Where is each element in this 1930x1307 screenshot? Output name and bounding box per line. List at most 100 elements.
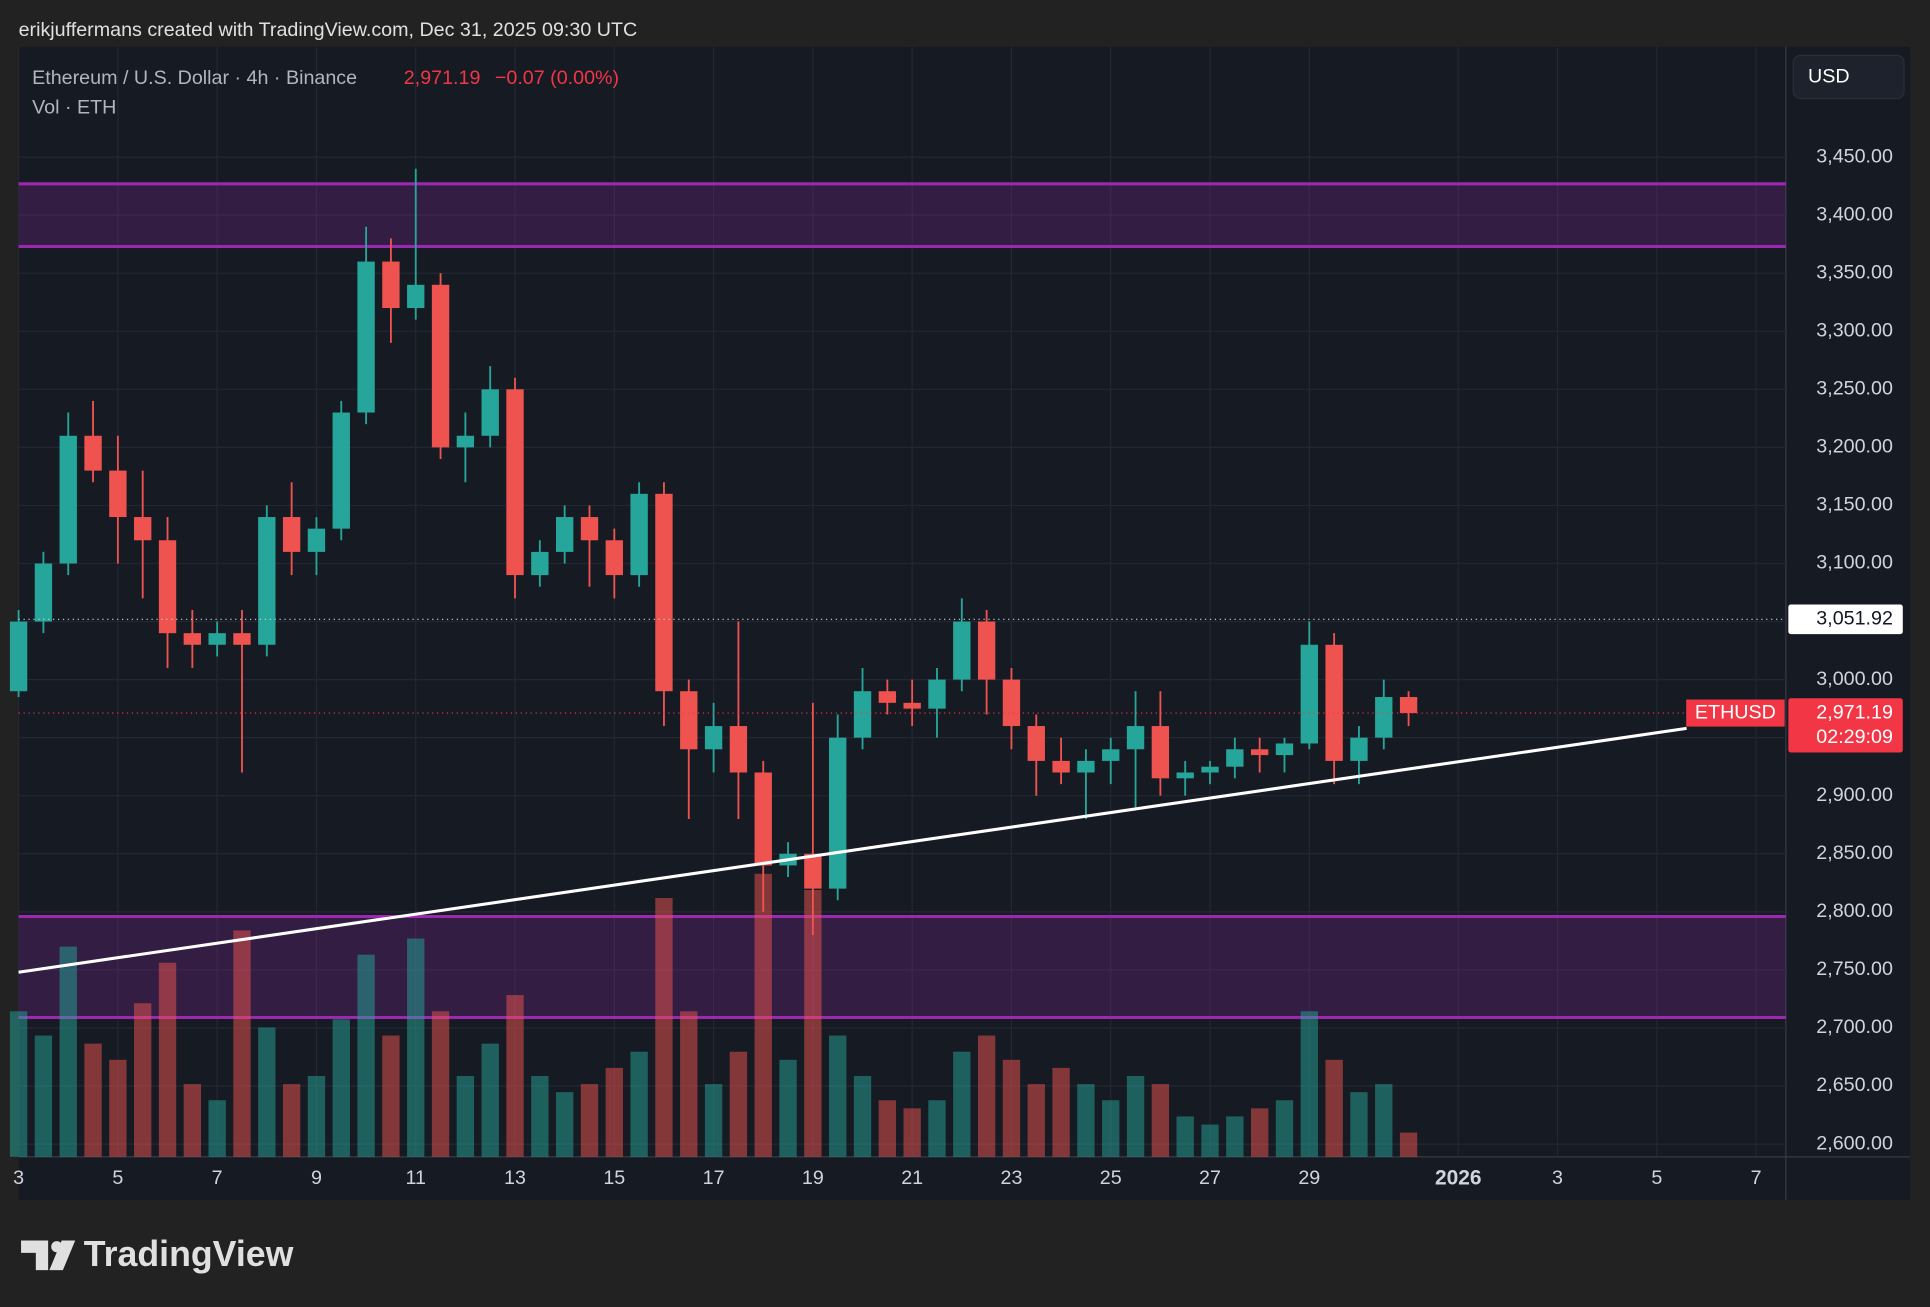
volume-bar: [282, 1084, 301, 1157]
candle-body: [853, 691, 872, 738]
candle-body: [1325, 644, 1343, 761]
price-label: 2,971.19: [1816, 701, 1893, 723]
volume-bar: [878, 1100, 897, 1157]
brand: TradingView: [84, 1234, 294, 1274]
last-price: 2,971.19: [404, 67, 481, 89]
currency-button[interactable]: [1792, 54, 1905, 100]
candle-body: [704, 726, 723, 750]
x-tick-label: 7: [212, 1167, 223, 1189]
volume-bar: [754, 873, 772, 1157]
volume-bar: [34, 1035, 53, 1157]
y-tick-label: 3,000.00: [1816, 668, 1893, 690]
volume-bar: [357, 954, 375, 1157]
x-tick-label: 3: [13, 1167, 24, 1189]
candle-body: [680, 691, 698, 750]
candle-body: [481, 389, 499, 436]
y-tick-label: 2,600.00: [1816, 1132, 1893, 1154]
volume-bar: [307, 1075, 326, 1157]
volume-bar: [431, 1011, 450, 1157]
x-tick-label: 7: [1751, 1167, 1762, 1189]
volume-bar: [853, 1075, 872, 1157]
volume-bar: [1325, 1059, 1343, 1157]
candle-body: [158, 540, 177, 634]
volume-bar: [928, 1100, 946, 1157]
volume-bar: [1176, 1116, 1194, 1157]
candle-body: [357, 261, 375, 413]
candle-body: [1151, 726, 1170, 779]
x-tick-label: 11: [406, 1167, 426, 1189]
trendline: [18, 726, 1687, 974]
volume-bar: [580, 1084, 599, 1157]
volume-bar: [829, 1035, 847, 1157]
volume-bar: [258, 1027, 276, 1157]
candle-body: [208, 633, 226, 645]
currency[interactable]: USD: [1808, 66, 1850, 88]
candle-body: [1399, 697, 1418, 714]
x-tick-label: 25: [1100, 1167, 1122, 1189]
candle-body: [183, 633, 202, 645]
zone: [18, 183, 1786, 247]
y-tick-label: 3,350.00: [1816, 261, 1893, 283]
candle-body: [407, 284, 425, 309]
volume-bar: [1300, 1011, 1318, 1157]
volume-bar: [382, 1035, 400, 1157]
y-tick-label: 3,100.00: [1816, 552, 1893, 574]
x-tick-label: 5: [1651, 1167, 1662, 1189]
candle-body: [903, 702, 921, 709]
volume-bar: [680, 1011, 698, 1157]
volume-bar: [506, 995, 524, 1157]
volume-bar: [655, 898, 673, 1157]
candle-body: [655, 493, 673, 692]
volume-bar: [1077, 1084, 1095, 1157]
candle-body: [307, 528, 326, 552]
candle-body: [59, 435, 77, 564]
candle-body: [456, 435, 475, 448]
candle-body: [1027, 726, 1045, 761]
candle-body: [9, 621, 28, 692]
candle-body: [332, 412, 350, 529]
volume-bar: [208, 1100, 226, 1157]
volume-bar: [481, 1043, 499, 1157]
plot: [9, 46, 1786, 1157]
y-tick-label: 2,800.00: [1816, 900, 1893, 922]
symbol-label: ETHUSD: [1695, 701, 1776, 723]
candle-body: [506, 389, 524, 576]
candle-body: [1201, 766, 1219, 773]
x-tick-label: 29: [1298, 1167, 1320, 1189]
volume-bar: [59, 946, 77, 1157]
volume-bar: [1052, 1067, 1070, 1157]
candle-body: [580, 517, 599, 541]
volume-bar: [1250, 1108, 1269, 1157]
volume-bar: [555, 1092, 574, 1157]
volume-bar: [531, 1075, 549, 1157]
candle-body: [34, 563, 53, 622]
x-tick-label: 15: [603, 1167, 625, 1189]
price-label-box: [1788, 698, 1903, 753]
volume-label: Vol · ETH: [32, 97, 116, 119]
candle-body: [1350, 737, 1368, 761]
x-tick-label: 23: [1000, 1167, 1022, 1189]
candle-body: [605, 540, 623, 576]
volume-bar: [1350, 1092, 1368, 1157]
volume-bar: [630, 1051, 648, 1157]
x-tick-label: 3: [1552, 1167, 1563, 1189]
high-label: 3,051.92: [1816, 608, 1893, 630]
volume-bar: [1375, 1084, 1393, 1157]
candle-body: [282, 517, 301, 552]
volume-bar: [977, 1035, 996, 1157]
candle-body: [1250, 749, 1269, 756]
x-tick-label: 5: [112, 1167, 123, 1189]
volume-bar: [1226, 1116, 1244, 1157]
y-tick-label: 2,700.00: [1816, 1016, 1893, 1038]
candle-body: [109, 470, 127, 518]
y-tick-label: 2,750.00: [1816, 958, 1893, 980]
y-tick-label: 3,400.00: [1816, 203, 1893, 225]
volume-bar: [233, 930, 251, 1157]
volume-bar: [1275, 1100, 1294, 1157]
volume-bar: [729, 1051, 748, 1157]
volume-bar: [84, 1043, 102, 1157]
brand-logo: TradingView: [21, 1234, 294, 1274]
candle-body: [1176, 772, 1194, 779]
